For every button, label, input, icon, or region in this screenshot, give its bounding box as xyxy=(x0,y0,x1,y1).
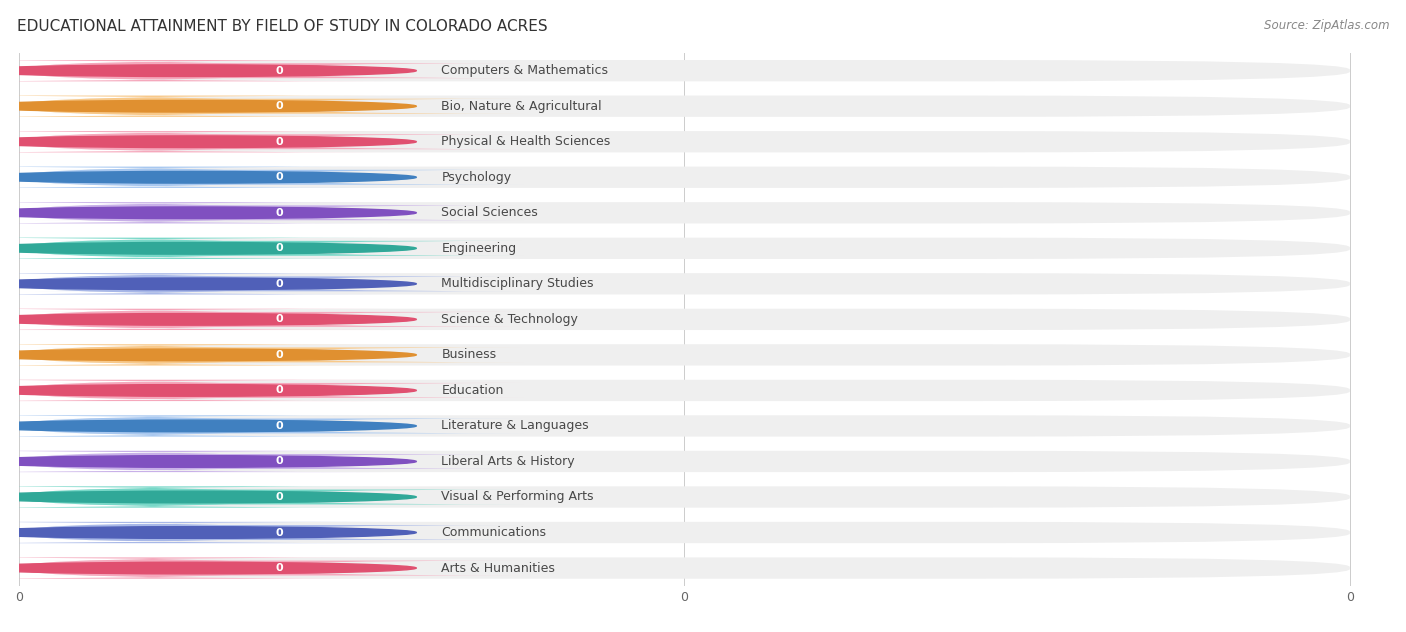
Circle shape xyxy=(0,278,416,289)
Text: Computers & Mathematics: Computers & Mathematics xyxy=(441,64,609,77)
FancyBboxPatch shape xyxy=(0,308,389,330)
FancyBboxPatch shape xyxy=(0,238,389,259)
Text: 0: 0 xyxy=(276,563,284,573)
Circle shape xyxy=(0,100,416,112)
FancyBboxPatch shape xyxy=(20,557,1350,579)
Text: Psychology: Psychology xyxy=(441,171,512,184)
Text: Communications: Communications xyxy=(441,526,547,539)
Text: Liberal Arts & History: Liberal Arts & History xyxy=(441,455,575,468)
Text: 0: 0 xyxy=(276,456,284,466)
FancyBboxPatch shape xyxy=(0,60,389,82)
FancyBboxPatch shape xyxy=(35,63,524,78)
FancyBboxPatch shape xyxy=(20,202,1350,224)
FancyBboxPatch shape xyxy=(20,487,1350,507)
Text: 0: 0 xyxy=(276,279,284,289)
Text: 0: 0 xyxy=(276,66,284,76)
Text: EDUCATIONAL ATTAINMENT BY FIELD OF STUDY IN COLORADO ACRES: EDUCATIONAL ATTAINMENT BY FIELD OF STUDY… xyxy=(17,19,547,34)
Circle shape xyxy=(0,207,416,219)
Text: 0: 0 xyxy=(276,386,284,396)
Text: 0: 0 xyxy=(276,421,284,431)
Circle shape xyxy=(0,349,416,361)
Text: Literature & Languages: Literature & Languages xyxy=(441,420,589,432)
FancyBboxPatch shape xyxy=(20,60,1350,82)
Text: Business: Business xyxy=(441,348,496,362)
Circle shape xyxy=(0,526,416,538)
FancyBboxPatch shape xyxy=(0,380,389,401)
FancyBboxPatch shape xyxy=(35,276,524,291)
FancyBboxPatch shape xyxy=(0,131,389,152)
FancyBboxPatch shape xyxy=(0,202,389,224)
FancyBboxPatch shape xyxy=(20,308,1350,330)
Text: 0: 0 xyxy=(276,528,284,537)
Text: Physical & Health Sciences: Physical & Health Sciences xyxy=(441,135,610,149)
FancyBboxPatch shape xyxy=(20,344,1350,365)
Circle shape xyxy=(0,65,416,76)
Circle shape xyxy=(0,420,416,432)
FancyBboxPatch shape xyxy=(35,170,524,185)
FancyBboxPatch shape xyxy=(35,418,524,434)
Text: 0: 0 xyxy=(276,350,284,360)
Text: 0: 0 xyxy=(276,243,284,253)
FancyBboxPatch shape xyxy=(35,241,524,256)
FancyBboxPatch shape xyxy=(35,561,524,576)
Circle shape xyxy=(0,171,416,183)
Circle shape xyxy=(0,136,416,147)
Text: Science & Technology: Science & Technology xyxy=(441,313,578,326)
Circle shape xyxy=(0,385,416,396)
FancyBboxPatch shape xyxy=(35,454,524,469)
FancyBboxPatch shape xyxy=(20,522,1350,543)
Circle shape xyxy=(0,456,416,467)
FancyBboxPatch shape xyxy=(20,167,1350,188)
FancyBboxPatch shape xyxy=(0,167,389,188)
Text: 0: 0 xyxy=(276,208,284,218)
FancyBboxPatch shape xyxy=(0,451,389,472)
FancyBboxPatch shape xyxy=(0,95,389,117)
FancyBboxPatch shape xyxy=(20,238,1350,259)
Text: 0: 0 xyxy=(276,314,284,324)
FancyBboxPatch shape xyxy=(20,273,1350,295)
FancyBboxPatch shape xyxy=(35,525,524,540)
FancyBboxPatch shape xyxy=(35,490,524,504)
FancyBboxPatch shape xyxy=(35,99,524,114)
FancyBboxPatch shape xyxy=(35,205,524,220)
FancyBboxPatch shape xyxy=(35,134,524,149)
FancyBboxPatch shape xyxy=(20,415,1350,437)
Text: Bio, Nature & Agricultural: Bio, Nature & Agricultural xyxy=(441,100,602,112)
FancyBboxPatch shape xyxy=(0,557,389,579)
FancyBboxPatch shape xyxy=(0,344,389,365)
Text: Engineering: Engineering xyxy=(441,242,516,255)
Text: Social Sciences: Social Sciences xyxy=(441,206,538,219)
FancyBboxPatch shape xyxy=(35,348,524,362)
FancyBboxPatch shape xyxy=(0,415,389,437)
Text: Visual & Performing Arts: Visual & Performing Arts xyxy=(441,490,593,504)
Text: 0: 0 xyxy=(276,137,284,147)
Text: Education: Education xyxy=(441,384,503,397)
FancyBboxPatch shape xyxy=(20,95,1350,117)
Circle shape xyxy=(0,243,416,254)
FancyBboxPatch shape xyxy=(20,451,1350,472)
Circle shape xyxy=(0,562,416,574)
FancyBboxPatch shape xyxy=(20,131,1350,152)
Text: 0: 0 xyxy=(276,101,284,111)
FancyBboxPatch shape xyxy=(0,522,389,543)
Circle shape xyxy=(0,313,416,325)
Text: 0: 0 xyxy=(276,173,284,182)
FancyBboxPatch shape xyxy=(35,383,524,398)
FancyBboxPatch shape xyxy=(0,487,389,507)
Text: Multidisciplinary Studies: Multidisciplinary Studies xyxy=(441,277,593,290)
FancyBboxPatch shape xyxy=(20,380,1350,401)
FancyBboxPatch shape xyxy=(35,312,524,327)
Circle shape xyxy=(0,491,416,503)
Text: Source: ZipAtlas.com: Source: ZipAtlas.com xyxy=(1264,19,1389,32)
Text: 0: 0 xyxy=(276,492,284,502)
Text: Arts & Humanities: Arts & Humanities xyxy=(441,562,555,574)
FancyBboxPatch shape xyxy=(0,273,389,295)
